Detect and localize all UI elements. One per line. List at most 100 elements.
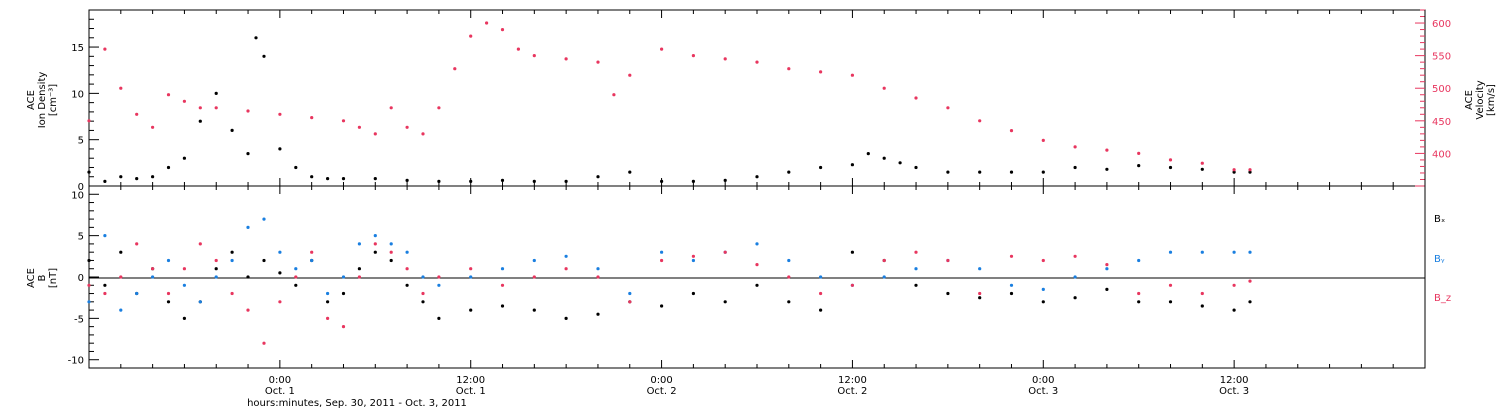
xtick-label: 12:00 [456,375,485,386]
by-point [755,242,759,246]
bz-point [357,275,361,279]
by-point [166,258,171,263]
bz-point [1105,263,1109,267]
bz-point [500,283,505,287]
bottom-ylabel-line1: ACE [26,268,37,288]
top-left-ytick-label: 5 [78,136,84,147]
ion-density-point [596,175,600,179]
bx-point [119,250,123,254]
bx-point [1200,304,1204,308]
xtick-label: 0:00 [650,375,672,386]
ion-density-point [1248,170,1252,174]
ion-density-point [278,147,282,151]
velocity-point [469,34,473,38]
ion-density-point [882,156,886,160]
top-right-ytick-label: 450 [1432,117,1451,128]
bx-point [182,316,186,320]
by-point [135,291,139,296]
by-point [103,234,107,238]
xtick-sublabel: Oct. 2 [837,386,867,397]
bottom-ytick-label: -5 [74,314,84,325]
ion-density-point [326,177,330,181]
velocity-point [628,73,632,77]
ion-density-point [691,179,696,183]
top-panel-frame [88,9,1426,187]
bx-point [166,300,171,304]
bz-point [850,283,855,287]
bx-point [755,283,759,287]
ion-density-point [405,178,409,182]
top-right-ylabel-line2: Velocity [1475,80,1486,119]
ion-density-point [564,179,568,183]
ion-density-point [254,36,258,40]
bz-point [135,242,139,246]
ion-density-point [119,175,123,179]
by-point [341,275,346,279]
ion-density-point [151,175,155,179]
bz-point [182,267,186,271]
by-point [691,258,696,263]
bz-point [166,291,171,296]
bottom-ytick-label: 0 [78,273,84,284]
top-left-ylabel-line1: ACE [26,90,37,110]
ion-density-point [628,170,632,174]
x-axis-title: hours:minutes, Sep. 30, 2011 - Oct. 3, 2… [247,398,467,409]
by-point [182,283,186,287]
ion-density-point [230,128,234,132]
bz-point [787,275,791,279]
bx-point [1105,287,1109,291]
bx-point [787,300,791,304]
bx-point [389,258,393,263]
xtick-label: 0:00 [1032,375,1054,386]
by-point [1041,287,1045,291]
bz-point [628,300,632,304]
velocity-point [596,60,600,64]
velocity-point [341,119,346,123]
velocity-point [1200,161,1204,165]
by-point [1137,258,1141,263]
ion-density-point [294,165,298,170]
velocity-point [787,67,791,71]
by-point [469,275,473,279]
bottom-ytick-label: 5 [78,232,84,243]
ion-density-point [978,170,982,174]
by-point [1248,250,1252,254]
velocity-point [246,109,250,113]
by-point [532,258,536,263]
bz-point [691,254,696,258]
bx-point [341,291,346,296]
by-point [1073,275,1077,279]
bz-point [151,267,155,271]
bx-point [326,300,330,304]
by-point [310,258,314,263]
ion-density-point [310,175,314,179]
by-point [1105,267,1109,271]
ion-density-point [1073,165,1077,170]
velocity-point [946,106,950,110]
bx-point [596,312,600,316]
bx-point [1137,300,1141,304]
bx-point [1009,291,1014,296]
velocity-point [691,54,696,58]
bz-point [1200,291,1204,296]
bx-point [946,291,950,296]
by-point [1232,250,1236,254]
by-point [405,250,409,254]
velocity-point [500,28,505,32]
ion-density-point [103,179,107,183]
bx-point [230,250,234,254]
ion-density-point [135,177,139,181]
velocity-point [135,112,139,116]
bx-point [914,283,918,287]
ion-density-point [787,170,791,174]
by-point [564,254,568,258]
bz-point [87,283,91,287]
by-point [1168,250,1173,254]
bz-point [946,258,950,263]
ion-density-point [500,178,505,182]
velocity-point [278,112,282,116]
bz-point [198,242,202,246]
by-point [628,291,632,296]
velocity-point [310,116,314,120]
velocity-point [1041,138,1045,142]
